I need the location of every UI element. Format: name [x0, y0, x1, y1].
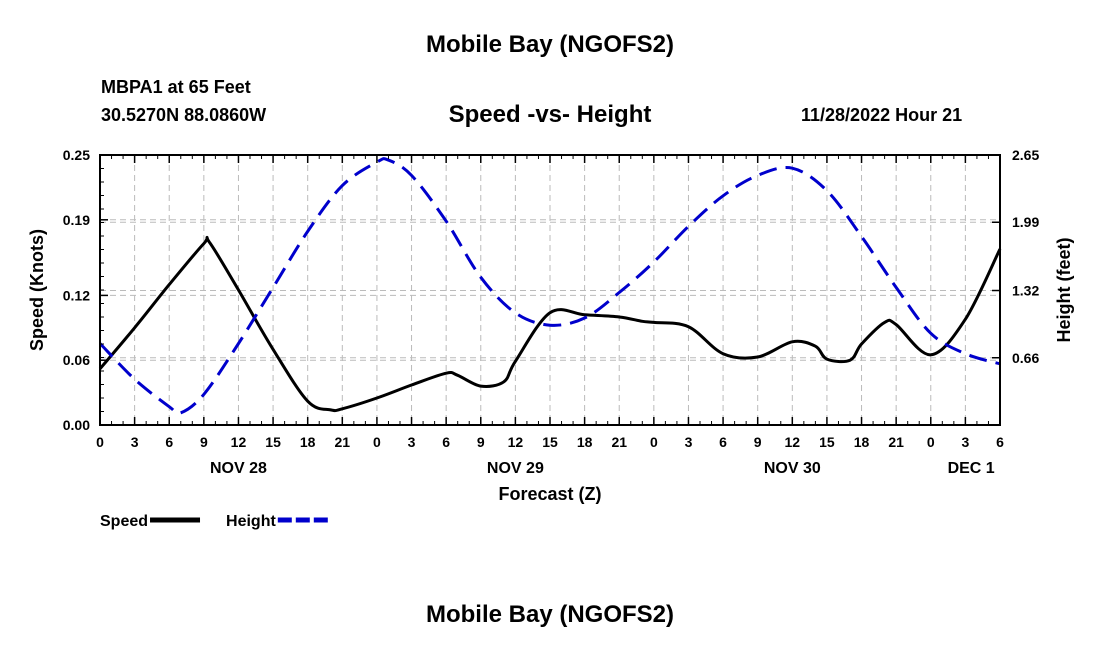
x-day-label: DEC 1 — [948, 460, 995, 477]
x-tick-label: 12 — [508, 434, 524, 450]
y-tick-label: 0.19 — [63, 212, 90, 228]
x-tick-label: 0 — [373, 434, 381, 450]
y-tick-label: 0.00 — [63, 417, 90, 433]
x-tick-label: 9 — [200, 434, 208, 450]
legend-label-speed: Speed — [100, 513, 148, 530]
axis-labels: 0 3 6 9 12 15 18 21 0 3 6 9 12 15 18 21 0 3 6 9 12 15 18 21 0 3 6 N… — [27, 147, 1074, 504]
y2-tick-label: 0.66 — [1012, 350, 1039, 366]
footer-title: Mobile Bay (NGOFS2) — [425, 601, 675, 628]
x-tick-label: 12 — [231, 434, 247, 450]
x-tick-label: 0 — [96, 434, 104, 450]
x-tick-label: 6 — [442, 434, 450, 450]
legend-label-height: Height — [226, 513, 276, 530]
legend: Speed Height — [100, 513, 328, 530]
x-axis-title: Forecast (Z) — [498, 484, 601, 504]
x-tick-label: 21 — [335, 434, 351, 450]
y2-tick-label: 2.65 — [1012, 147, 1039, 163]
page-title: Mobile Bay (NGOFS2) — [425, 31, 675, 58]
x-tick-label: 3 — [961, 434, 969, 450]
y2-tick-label: 1.99 — [1012, 214, 1039, 230]
x-tick-label: 9 — [754, 434, 762, 450]
series-line-height — [98, 157, 1001, 415]
station-coordinates: 30.5270N 88.0860W — [101, 105, 267, 125]
y-axis-title: Speed (Knots) — [27, 229, 47, 351]
x-tick-label: 6 — [165, 434, 173, 450]
x-tick-label: 0 — [650, 434, 658, 450]
y2-axis-title: Height (feet) — [1054, 238, 1074, 343]
x-tick-label: 0 — [927, 434, 935, 450]
chart-title: Speed -vs- Height — [448, 101, 652, 128]
x-day-label: NOV 29 — [487, 460, 544, 477]
x-tick-label: 15 — [265, 434, 281, 450]
x-day-label: NOV 30 — [764, 460, 821, 477]
series-lines — [98, 157, 1002, 415]
x-tick-label: 18 — [577, 434, 593, 450]
axis-ticks — [99, 154, 1001, 426]
grid — [100, 155, 1000, 425]
x-tick-label: 3 — [131, 434, 139, 450]
x-tick-label: 21 — [888, 434, 904, 450]
x-day-label: NOV 28 — [210, 460, 267, 477]
x-tick-label: 6 — [996, 434, 1004, 450]
y-tick-label: 0.25 — [63, 147, 90, 163]
x-tick-label: 18 — [300, 434, 316, 450]
x-tick-label: 15 — [819, 434, 835, 450]
x-tick-label: 3 — [685, 434, 693, 450]
forecast-timestamp: 11/28/2022 Hour 21 — [801, 105, 963, 125]
x-tick-label: 15 — [542, 434, 558, 450]
x-tick-label: 18 — [854, 434, 870, 450]
x-tick-label: 6 — [719, 434, 727, 450]
x-tick-label: 9 — [477, 434, 485, 450]
x-tick-label: 21 — [611, 434, 627, 450]
x-tick-label: 3 — [408, 434, 416, 450]
y-tick-label: 0.12 — [63, 287, 90, 303]
y2-tick-label: 1.32 — [1012, 283, 1039, 299]
y-tick-label: 0.06 — [63, 352, 90, 368]
station-label: MBPA1 at 65 Feet — [101, 77, 251, 97]
x-tick-label: 12 — [785, 434, 801, 450]
series-line-speed — [98, 235, 1002, 413]
